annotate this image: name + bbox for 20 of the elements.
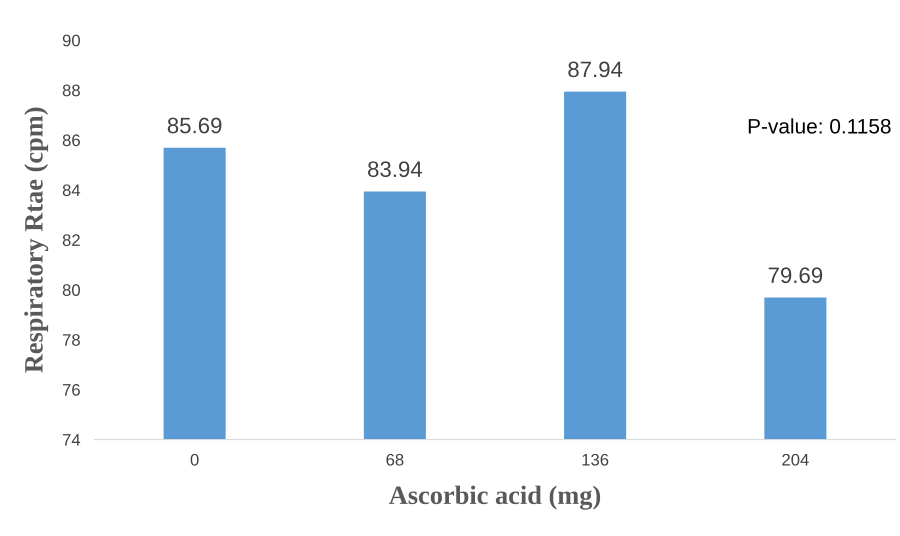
data-label: 85.69 [168,118,222,134]
x-tick-label: 204 [782,454,809,466]
y-tick-label: 80 [62,284,80,296]
y-tick-label: 88 [62,84,80,96]
y-tick-label: 74 [62,434,80,446]
data-label: 87.94 [568,62,622,78]
x-axis-title: Ascorbic acid (mg) [388,486,600,510]
x-tick-label: 0 [190,454,199,466]
annotation: P-value: 0.1158 [748,118,891,134]
y-tick-label: 76 [62,384,80,396]
y-tick-label: 78 [62,334,80,346]
data-label: 79.69 [768,267,822,284]
y-tick-label: 84 [62,184,80,196]
x-tick-label: 136 [582,454,608,466]
x-tick-label: 68 [386,454,404,466]
y-tick-label: 86 [62,134,80,146]
data-label: 83.94 [368,161,422,178]
y-axis-title: Respiratory Rtae (cpm) [24,108,48,373]
y-tick-label: 82 [62,234,80,246]
y-tick-label: 90 [62,34,80,46]
